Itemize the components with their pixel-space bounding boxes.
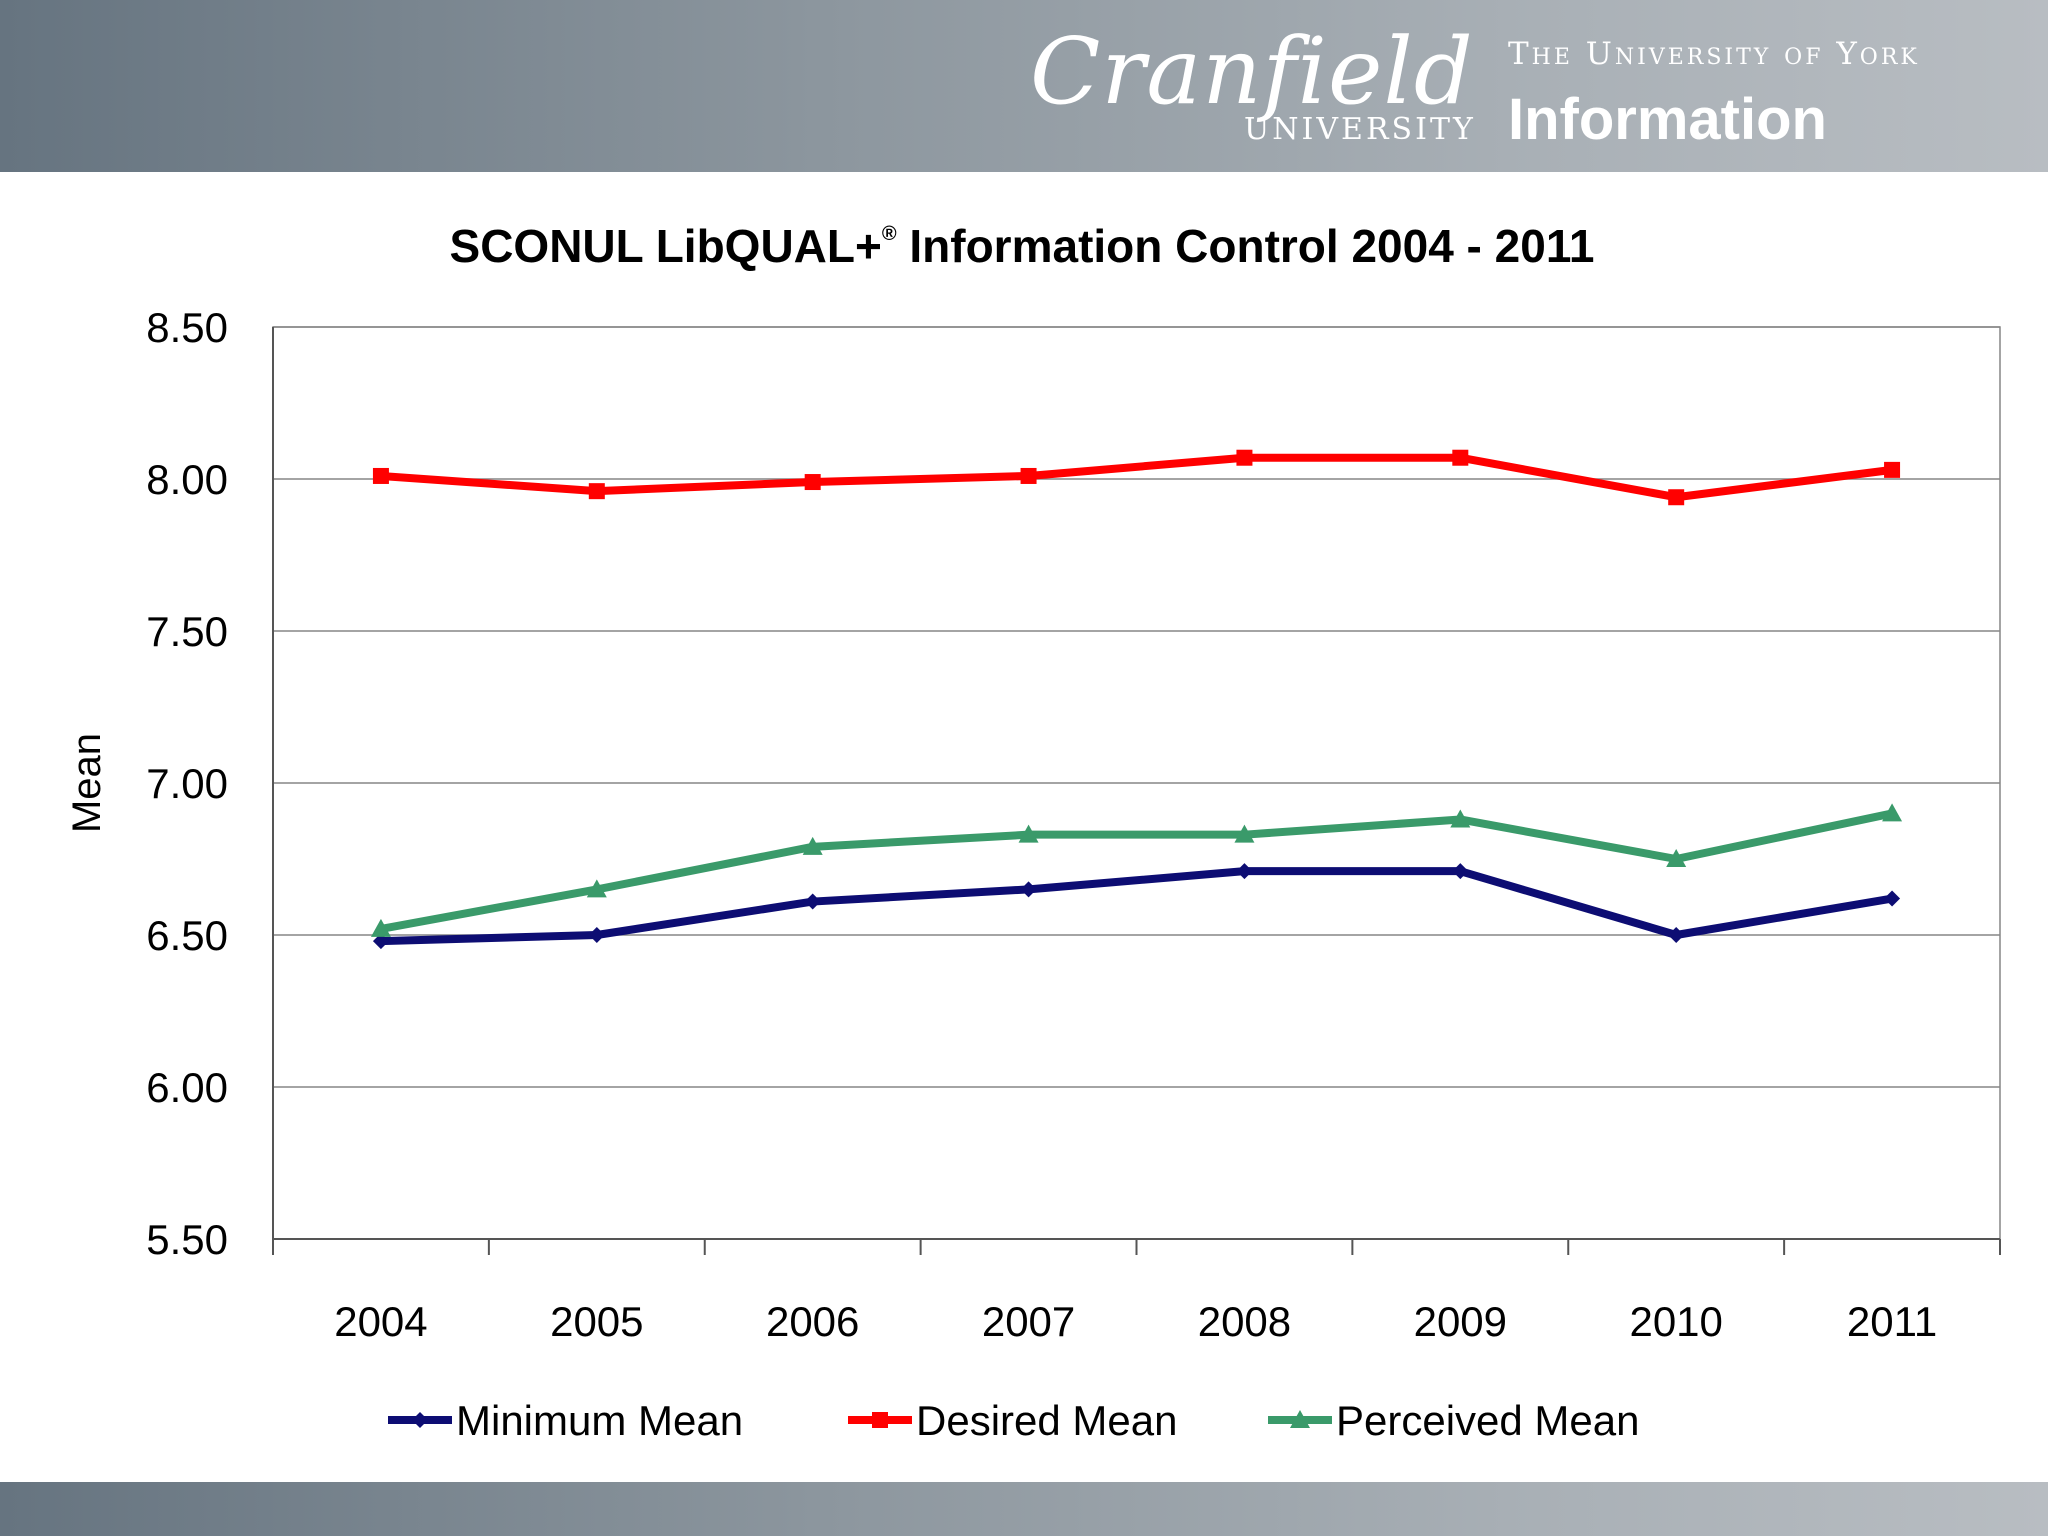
y-tick-label: 8.00 xyxy=(146,456,228,503)
x-tick-label: 2007 xyxy=(982,1298,1075,1345)
chart-title-main: SCONUL LibQUAL+ xyxy=(450,220,882,272)
data-point xyxy=(589,483,605,499)
york-logo-line2: Information xyxy=(1508,86,1827,153)
y-tick-label: 8.50 xyxy=(146,304,228,351)
x-tick-label: 2005 xyxy=(550,1298,643,1345)
data-point xyxy=(1236,450,1252,466)
series-line xyxy=(381,813,1892,929)
data-point xyxy=(805,474,821,490)
series-line xyxy=(381,458,1892,498)
x-tick-label: 2008 xyxy=(1198,1298,1291,1345)
legend-item: Minimum Mean xyxy=(388,1397,743,1444)
y-tick-labels: 5.50 6.00 6.50 7.00 7.50 8.00 8.50 xyxy=(146,304,228,1263)
x-tick-label: 2011 xyxy=(1847,1298,1937,1345)
legend: Minimum Mean Desired Mean Perceived Mean xyxy=(388,1397,1640,1444)
y-axis-label: Mean xyxy=(65,733,109,833)
legend-item: Desired Mean xyxy=(848,1397,1177,1444)
y-tick-label: 6.50 xyxy=(146,912,228,959)
legend-label: Perceived Mean xyxy=(1336,1397,1640,1444)
x-tick-label: 2006 xyxy=(766,1298,859,1345)
y-tick-label: 7.00 xyxy=(146,760,228,807)
line-chart: SCONUL LibQUAL+® Information Control 200… xyxy=(0,172,2048,1482)
data-point xyxy=(1884,462,1900,478)
x-tick-label: 2009 xyxy=(1414,1298,1507,1345)
series-desired-mean xyxy=(373,450,1900,506)
series-perceived-mean xyxy=(371,803,1902,937)
y-tick-label: 6.00 xyxy=(146,1064,228,1111)
cranfield-logo: Cranfield UNIVERSITY xyxy=(1030,22,1450,152)
x-tick-labels: 2004 2005 2006 2007 2008 2009 2010 2011 xyxy=(334,1298,1937,1345)
footer-bar xyxy=(0,1482,2048,1536)
cranfield-logo-sub: UNIVERSITY xyxy=(1244,112,1476,147)
data-point xyxy=(1668,489,1684,505)
data-point xyxy=(1021,881,1037,897)
york-logo: The University of York Information xyxy=(1508,36,2008,156)
legend-swatch-marker xyxy=(872,1412,888,1428)
data-point xyxy=(1236,863,1252,879)
series-group xyxy=(371,450,1902,949)
data-point xyxy=(1021,468,1037,484)
legend-label: Minimum Mean xyxy=(456,1397,743,1444)
york-logo-line1: The University of York xyxy=(1508,36,1920,72)
data-point xyxy=(589,927,605,943)
chart-title: SCONUL LibQUAL+® Information Control 200… xyxy=(450,220,1595,272)
data-point xyxy=(1884,891,1900,907)
legend-swatch-marker xyxy=(412,1412,428,1428)
legend-item: Perceived Mean xyxy=(1268,1397,1640,1444)
data-point xyxy=(373,468,389,484)
x-tick-label: 2010 xyxy=(1629,1298,1722,1345)
series-minimum-mean xyxy=(373,863,1900,949)
data-point xyxy=(805,894,821,910)
legend-label: Desired Mean xyxy=(916,1397,1177,1444)
chart-title-mark: ® xyxy=(882,223,897,245)
cranfield-logo-word: Cranfield xyxy=(1030,22,1474,122)
chart-title-rest: Information Control 2004 - 2011 xyxy=(897,220,1595,272)
data-point xyxy=(1452,450,1468,466)
y-tick-label: 5.50 xyxy=(146,1216,228,1263)
y-tick-label: 7.50 xyxy=(146,608,228,655)
series-line xyxy=(381,871,1892,941)
grid-lines xyxy=(273,327,2000,1087)
header-bar: Cranfield UNIVERSITY The University of Y… xyxy=(0,0,2048,172)
x-tick-label: 2004 xyxy=(334,1298,427,1345)
